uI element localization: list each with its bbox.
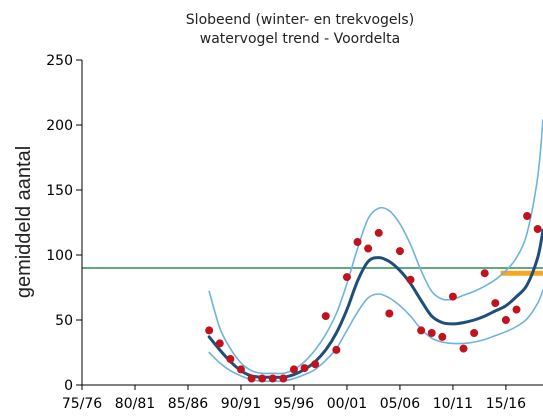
data-point — [523, 212, 532, 220]
x-tick-label: 00/01 — [327, 396, 367, 412]
plot-area: 0 50 100 150 200 250 75/76 80/81 85/86 90/91 95/96… — [46, 53, 543, 412]
data-point — [533, 225, 542, 233]
x-tick-label: 10/11 — [433, 396, 473, 412]
data-point — [332, 345, 341, 354]
ci-upper-line — [208, 119, 543, 375]
data-point — [205, 326, 214, 335]
data-point — [470, 329, 479, 337]
data-point — [406, 275, 415, 284]
data-point — [321, 312, 330, 321]
data-point — [289, 365, 298, 374]
x-tick-label: 85/86 — [168, 396, 208, 412]
x-tick-label: 90/91 — [221, 396, 261, 412]
data-point — [226, 355, 235, 363]
data-point — [459, 344, 468, 353]
data-point — [385, 309, 394, 318]
data-point — [353, 238, 362, 246]
data-point — [342, 273, 351, 282]
data-point — [438, 332, 447, 341]
chart-subtitle: watervogel trend - Voordelta — [200, 31, 400, 47]
y-tick-label: 100 — [46, 248, 73, 264]
x-tick-label: 75/76 — [62, 396, 102, 412]
data-point — [258, 374, 267, 383]
x-tick-label: 95/96 — [274, 396, 314, 412]
data-point — [215, 339, 224, 348]
data-point — [374, 228, 383, 237]
data-point — [417, 326, 426, 335]
data-point — [512, 305, 521, 314]
data-point — [501, 316, 510, 324]
data-point — [491, 299, 500, 308]
data-point — [300, 364, 309, 373]
y-tick-label: 0 — [64, 378, 73, 394]
data-point — [427, 329, 436, 337]
data-point — [395, 247, 404, 256]
y-tick-label: 150 — [46, 183, 73, 199]
data-point — [364, 244, 373, 253]
x-tick-label: 80/81 — [115, 396, 155, 412]
y-tick-label: 200 — [46, 118, 73, 134]
data-point — [236, 365, 245, 374]
y-tick-label: 250 — [46, 53, 73, 69]
data-point — [247, 374, 256, 383]
x-tick-label: 15/16 — [486, 396, 526, 412]
chart-title: Slobeend (winter- en trekvogels) — [186, 12, 414, 28]
x-tick-label: 05/06 — [380, 396, 420, 412]
data-point — [268, 374, 277, 383]
y-axis-label: gemiddeld aantal — [13, 146, 35, 298]
y-tick-label: 50 — [55, 313, 73, 329]
data-point — [279, 374, 288, 383]
data-point — [448, 292, 457, 301]
ci-lower-line — [208, 289, 543, 383]
data-point — [311, 360, 320, 369]
data-point — [480, 269, 489, 278]
